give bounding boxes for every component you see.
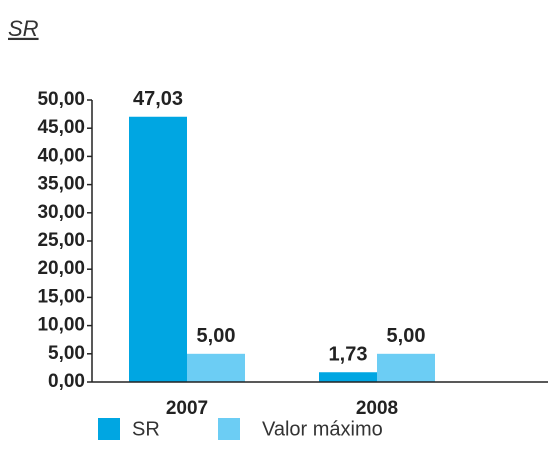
y-tick-label: 40,00 — [37, 145, 85, 166]
y-tick-label: 30,00 — [37, 202, 85, 223]
bar — [187, 353, 245, 382]
value-label: 5,00 — [197, 325, 236, 347]
y-tick-label: 0,00 — [48, 371, 85, 392]
bar — [319, 372, 377, 382]
y-tick-label: 20,00 — [37, 258, 85, 279]
y-tick-label: 50,00 — [37, 89, 85, 110]
chart-title: SR — [8, 16, 39, 41]
y-tick-label: 5,00 — [48, 343, 85, 364]
y-tick-label: 45,00 — [37, 117, 85, 138]
y-tick-label: 25,00 — [37, 230, 85, 251]
legend-swatch — [218, 418, 240, 440]
value-label: 1,73 — [329, 344, 368, 366]
bar — [377, 353, 435, 382]
x-tick-label: 2007 — [166, 398, 208, 419]
value-label: 5,00 — [387, 325, 426, 347]
bar — [129, 116, 187, 383]
y-tick-label: 10,00 — [37, 315, 85, 336]
value-label: 47,03 — [133, 88, 183, 110]
legend-label: Valor máximo — [262, 418, 383, 440]
y-tick-label: 15,00 — [37, 286, 85, 307]
y-tick-label: 35,00 — [37, 174, 85, 195]
x-tick-label: 2008 — [356, 398, 398, 419]
legend-label: SR — [132, 418, 160, 440]
legend-swatch — [98, 418, 120, 440]
